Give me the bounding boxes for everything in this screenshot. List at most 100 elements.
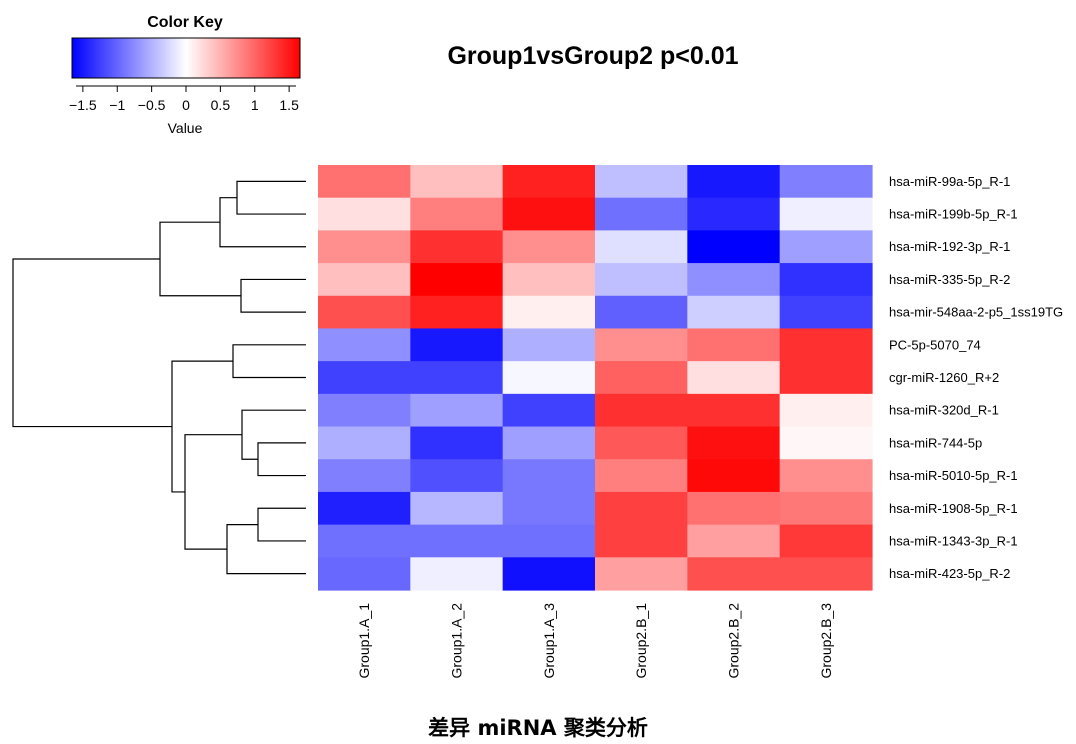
row-label: hsa-miR-192-3p_R-1 (889, 239, 1010, 254)
heatmap-cell (318, 197, 411, 231)
dendrogram-branch (241, 409, 306, 460)
dendrogram-branch (240, 278, 306, 313)
heatmap-cell (779, 491, 873, 526)
row-label: PC-5p-5070_74 (889, 337, 981, 352)
row-label: hsa-miR-199b-5p_R-1 (889, 207, 1018, 222)
heatmap-cell (410, 491, 504, 526)
heatmap-cell (410, 524, 504, 558)
heatmap-cell (318, 459, 411, 493)
heatmap-cell (410, 263, 504, 297)
dendrogram-branch (257, 442, 306, 477)
heatmap-cell (779, 295, 873, 330)
column-label: Group2.B_2 (726, 603, 742, 679)
column-label: Group1.A_2 (449, 603, 465, 679)
row-label: hsa-miR-423-5p_R-2 (889, 566, 1010, 581)
heatmap-cell (595, 197, 688, 231)
heatmap-cell (687, 295, 781, 330)
heatmap-cell (779, 165, 873, 199)
heatmap-cell (779, 263, 873, 297)
heatmap-cell (687, 524, 781, 558)
heatmap-cell (595, 361, 688, 395)
row-label: hsa-miR-335-5p_R-2 (889, 272, 1010, 287)
heatmap-cell (779, 524, 873, 558)
heatmap-cell (410, 230, 504, 264)
heatmap-cell (410, 393, 504, 428)
heatmap-cell (318, 263, 411, 297)
heatmap-cell (779, 230, 873, 264)
column-label: Group1.A_1 (356, 603, 372, 679)
heatmap-cell (687, 197, 781, 231)
dendrogram-branch (171, 360, 233, 493)
heatmap-cell (502, 459, 596, 493)
heatmap-cell (687, 491, 781, 526)
dendrogram-branch (226, 524, 306, 575)
row-label: hsa-miR-1343-3p_R-1 (889, 533, 1018, 548)
color-key-tick-label: 0 (182, 97, 190, 113)
heatmap-cell (318, 230, 411, 264)
heatmap-cell (318, 426, 411, 460)
heatmap-cell (779, 197, 873, 231)
column-labels: Group1.A_1 Group1.A_2 Group1.A_3 Group2.B_1… (356, 603, 834, 679)
row-labels: hsa-miR-99a-5p_R-1 hsa-miR-199b-5p_R-1hsa… (889, 174, 1063, 581)
heatmap-cell (502, 230, 596, 264)
heatmap-cell (318, 557, 411, 591)
heatmap-cell (410, 557, 504, 591)
heatmap-cell (318, 393, 411, 428)
row-dendrogram (12, 180, 306, 575)
heatmap-cell (595, 557, 688, 591)
heatmap-cell (318, 491, 411, 526)
heatmap-cell (595, 165, 688, 199)
heatmap-cell (687, 328, 781, 362)
heatmap-cell (595, 230, 688, 264)
heatmap-cell (779, 328, 873, 362)
heatmap-cell (779, 557, 873, 591)
heatmap-cell (595, 263, 688, 297)
color-key-tick-label: −0.5 (138, 97, 166, 113)
heatmap-cell (779, 459, 873, 493)
heatmap-cell (318, 165, 411, 199)
heatmap-cells (318, 165, 873, 591)
color-key: Color Key −1.5 −1 −0.5 0 0.5 1 1.5 Value (69, 14, 301, 136)
heatmap-cell (687, 263, 781, 297)
heatmap-cell (502, 524, 596, 558)
heatmap-cell (779, 361, 873, 395)
heatmap-cell (687, 361, 781, 395)
row-label: hsa-mir-548aa-2-p5_1ss19TG (889, 305, 1063, 320)
heatmap-cell (318, 295, 411, 330)
heatmap-cell (318, 328, 411, 362)
color-key-tick-label: −1.5 (69, 97, 97, 113)
heatmap-cell (779, 426, 873, 460)
heatmap-cell (687, 426, 781, 460)
column-label: Group2.B_1 (633, 603, 649, 679)
heatmap-cell (410, 165, 504, 199)
heatmap-cell (502, 263, 596, 297)
figure-caption: 差异 miRNA 聚类分析 (428, 716, 648, 740)
row-label: hsa-miR-1908-5p_R-1 (889, 501, 1018, 516)
dendrogram-branch (257, 507, 306, 542)
heatmap-cell (687, 459, 781, 493)
heatmap-cell (410, 197, 504, 231)
heatmap-cell (502, 393, 596, 428)
heatmap-cell (410, 361, 504, 395)
heatmap-cell (687, 165, 781, 199)
heatmap-cell (410, 459, 504, 493)
dendrogram-branch (236, 180, 306, 215)
heatmap-cell (502, 426, 596, 460)
row-label: hsa-miR-99a-5p_R-1 (889, 174, 1010, 189)
heatmap-cell (779, 393, 873, 428)
heatmap-cell (410, 426, 504, 460)
dendrogram-branch (219, 197, 306, 248)
heatmap-cell (502, 165, 596, 199)
heatmap-cell (595, 426, 688, 460)
heatmap-cell (502, 328, 596, 362)
row-label: hsa-miR-5010-5p_R-1 (889, 468, 1018, 483)
heatmap-cell (595, 295, 688, 330)
color-key-tick-label: 1.5 (279, 97, 299, 113)
heatmap-cell (502, 295, 596, 330)
heatmap-cell (502, 557, 596, 591)
chart-title: Group1vsGroup2 p<0.01 (447, 42, 738, 70)
heatmap-cell (687, 557, 781, 591)
heatmap-cell (410, 295, 504, 330)
heatmap-cell (502, 197, 596, 231)
heatmap-cell (595, 328, 688, 362)
